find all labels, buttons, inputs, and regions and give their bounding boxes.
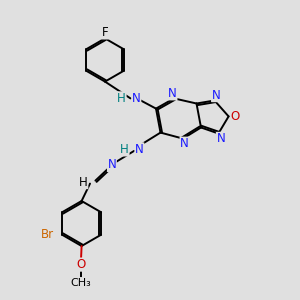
Text: N: N (132, 92, 141, 105)
Text: N: N (107, 158, 116, 172)
Text: H: H (79, 176, 88, 189)
Text: N: N (135, 143, 144, 156)
Text: H: H (117, 92, 126, 105)
Text: O: O (76, 258, 85, 271)
Text: O: O (231, 110, 240, 123)
Text: Br: Br (40, 228, 54, 241)
Text: N: N (216, 132, 225, 146)
Text: N: N (168, 87, 177, 100)
Text: N: N (212, 88, 220, 102)
Text: N: N (180, 137, 189, 150)
Text: H: H (120, 143, 129, 156)
Text: CH₃: CH₃ (70, 278, 92, 288)
Text: F: F (102, 26, 108, 39)
